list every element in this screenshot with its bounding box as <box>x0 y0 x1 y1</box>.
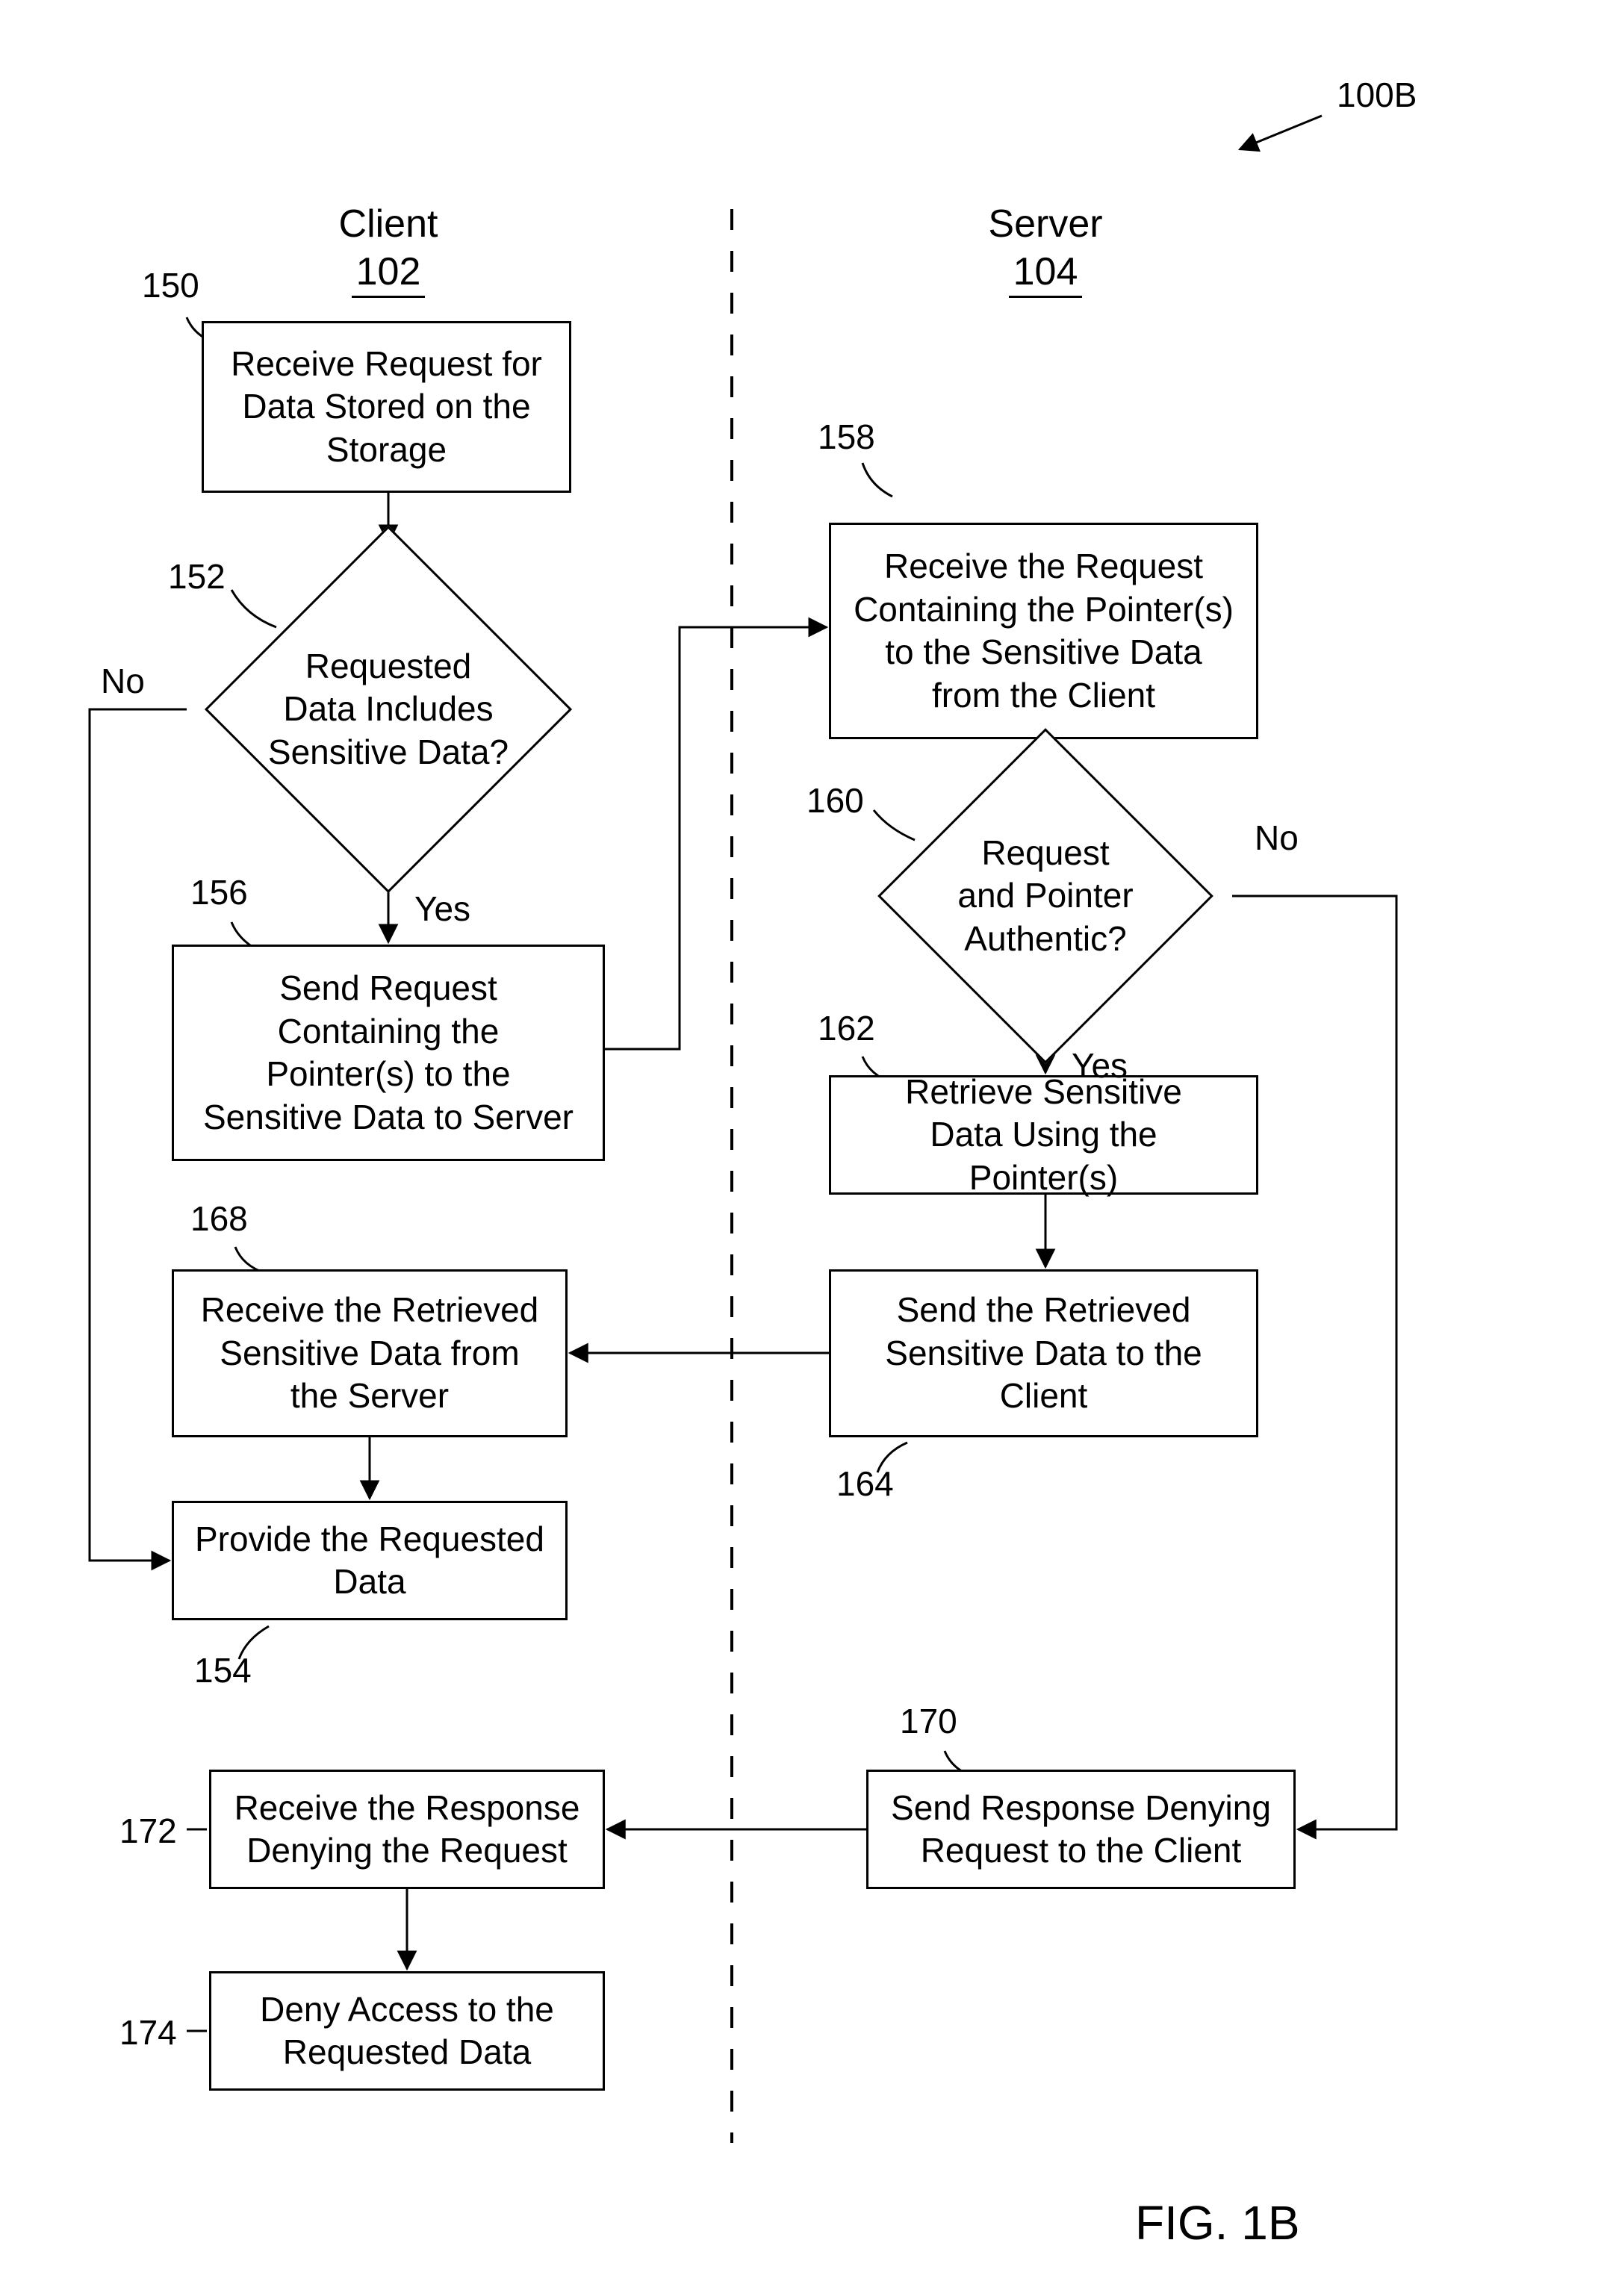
topref-arrow <box>1240 116 1322 149</box>
n160-yes: Yes <box>1072 1045 1128 1086</box>
node-150: Receive Request forData Stored on theSto… <box>202 321 571 493</box>
node-170: Send Response DenyingRequest to the Clie… <box>866 1770 1296 1889</box>
top-ref-label: 100B <box>1337 75 1417 115</box>
ref-160: 160 <box>806 780 864 821</box>
node-164: Send the RetrievedSensitive Data to theC… <box>829 1269 1258 1437</box>
figure-label: FIG. 1B <box>1135 2195 1300 2250</box>
ref-152: 152 <box>168 556 226 597</box>
node-158: Receive the RequestContaining the Pointe… <box>829 523 1258 739</box>
client-num: 102 <box>352 249 426 298</box>
node-162-text: Retrieve SensitiveData Using the Pointer… <box>852 1071 1235 1200</box>
server-header: Server 104 <box>978 202 1113 298</box>
node-158-text: Receive the RequestContaining the Pointe… <box>854 545 1234 717</box>
ref-168: 168 <box>190 1198 248 1239</box>
ref-174: 174 <box>119 2012 177 2053</box>
node-172-text: Receive the ResponseDenying the Request <box>234 1787 580 1873</box>
node-162: Retrieve SensitiveData Using the Pointer… <box>829 1075 1258 1195</box>
node-152-text: RequestedData IncludesSensitive Data? <box>268 645 509 774</box>
node-160-textwrap: Requestand PointerAuthentic? <box>874 788 1217 1004</box>
node-170-text: Send Response DenyingRequest to the Clie… <box>891 1787 1271 1873</box>
node-160-text: Requestand PointerAuthentic? <box>957 832 1133 961</box>
server-num: 104 <box>1009 249 1083 298</box>
node-174: Deny Access to theRequested Data <box>209 1971 605 2091</box>
ref-162: 162 <box>818 1008 875 1048</box>
node-156: Send RequestContaining thePointer(s) to … <box>172 945 605 1161</box>
node-150-text: Receive Request forData Stored on theSto… <box>231 343 542 472</box>
node-156-text: Send RequestContaining thePointer(s) to … <box>203 967 574 1139</box>
node-168-text: Receive the RetrievedSensitive Data from… <box>201 1289 539 1418</box>
ref-164: 164 <box>836 1463 894 1504</box>
n152-no: No <box>101 661 145 701</box>
client-title: Client <box>321 202 456 246</box>
ref-150: 150 <box>142 265 199 305</box>
node-164-text: Send the RetrievedSensitive Data to theC… <box>885 1289 1202 1418</box>
ref-172: 172 <box>119 1811 177 1851</box>
server-title: Server <box>978 202 1113 246</box>
ref-158: 158 <box>818 417 875 457</box>
node-172: Receive the ResponseDenying the Request <box>209 1770 605 1889</box>
n152-yes: Yes <box>414 889 470 929</box>
node-174-text: Deny Access to theRequested Data <box>260 1988 554 2074</box>
client-header: Client 102 <box>321 202 456 298</box>
n160-no: No <box>1255 818 1299 858</box>
node-154: Provide the RequestedData <box>172 1501 568 1620</box>
node-154-text: Provide the RequestedData <box>195 1518 544 1604</box>
ref-154: 154 <box>194 1650 252 1690</box>
ref-170: 170 <box>900 1701 957 1741</box>
node-152-textwrap: RequestedData IncludesSensitive Data? <box>194 590 582 829</box>
ref-156: 156 <box>190 872 248 912</box>
flowchart-canvas: Client 102 Server 104 100B FIG. 1B Recei… <box>0 0 1613 2296</box>
node-168: Receive the RetrievedSensitive Data from… <box>172 1269 568 1437</box>
